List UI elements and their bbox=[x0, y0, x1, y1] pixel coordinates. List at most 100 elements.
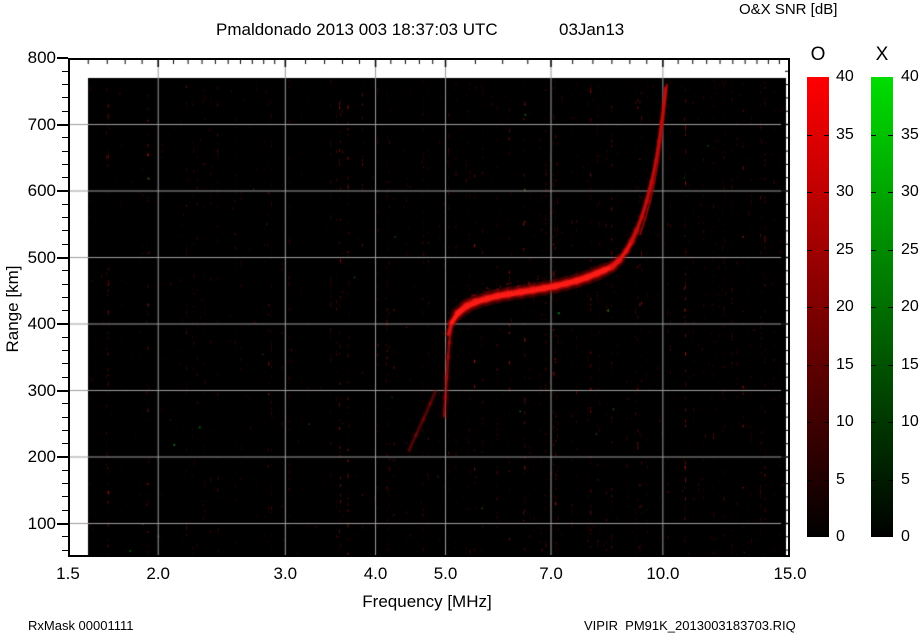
colorbar-tick-label: 10 bbox=[901, 413, 919, 430]
y-axis-minor-tick bbox=[62, 549, 68, 551]
y-axis-minor-tick bbox=[62, 536, 68, 538]
colorbar-tick bbox=[871, 364, 876, 366]
y-axis-tick-label: 500 bbox=[27, 247, 56, 267]
y-axis-minor-tick bbox=[62, 283, 68, 285]
x-colorbar bbox=[871, 77, 893, 537]
y-axis-minor-tick bbox=[62, 469, 68, 471]
y-axis-tick-label: 100 bbox=[27, 513, 56, 533]
y-axis-major-tick bbox=[57, 256, 68, 259]
x-axis-tick-label: 3.0 bbox=[273, 564, 298, 583]
y-axis-minor-tick bbox=[62, 429, 68, 431]
colorbar-tick-label: 15 bbox=[836, 355, 854, 373]
colorbar-tick bbox=[888, 192, 893, 193]
y-axis-minor-tick bbox=[62, 416, 68, 418]
y-axis-minor-tick bbox=[62, 70, 68, 72]
y-axis-tick-label: 700 bbox=[27, 114, 56, 134]
colorbar-tick-label: 35 bbox=[836, 125, 854, 143]
x-axis-tick-label: 4.0 bbox=[363, 564, 388, 583]
y-axis-minor-tick bbox=[62, 270, 68, 272]
colorbar-tick-label: 0 bbox=[901, 528, 910, 545]
y-axis-tick-label: 300 bbox=[27, 380, 56, 400]
x-axis-tick-label: 5.0 bbox=[433, 564, 458, 583]
y-axis-minor-tick bbox=[62, 110, 68, 112]
y-axis-minor-tick bbox=[62, 310, 68, 312]
colorbar-tick bbox=[807, 134, 812, 136]
colorbar-tick-label: 40 bbox=[836, 68, 854, 85]
x-axis-tick-label: 1.5 bbox=[56, 564, 80, 583]
x-axis-tick-label: 2.0 bbox=[146, 564, 171, 583]
y-axis-major-tick bbox=[57, 456, 68, 458]
colorbar-tick bbox=[871, 134, 876, 136]
colorbar-tick bbox=[888, 134, 893, 136]
y-axis-minor-tick bbox=[62, 150, 68, 152]
colorbar-tick-label: 40 bbox=[901, 68, 919, 85]
y-axis-title: Range [km] bbox=[3, 265, 22, 353]
colorbar-tick bbox=[824, 307, 829, 308]
y-axis-minor-tick bbox=[62, 350, 68, 352]
y-axis-tick-label: 400 bbox=[27, 314, 56, 333]
y-axis-minor-tick bbox=[62, 137, 68, 139]
y-axis-minor-tick bbox=[62, 336, 68, 338]
colorbar-tick bbox=[871, 249, 876, 251]
o-colorbar bbox=[807, 77, 829, 537]
colorbar-tick bbox=[824, 192, 829, 193]
y-axis-minor-tick bbox=[62, 203, 68, 205]
y-axis-major-tick bbox=[57, 190, 68, 192]
colorbar-tick-label: 35 bbox=[901, 125, 919, 143]
colorbar-tick bbox=[807, 249, 812, 251]
x-axis-tick-label: 7.0 bbox=[539, 564, 563, 583]
colorbar-title: O&X SNR [dB] bbox=[739, 1, 838, 18]
y-axis-minor-tick bbox=[62, 443, 68, 445]
colorbar-tick bbox=[888, 249, 893, 251]
y-axis-minor-tick bbox=[62, 97, 68, 99]
colorbar-tick bbox=[871, 307, 876, 308]
x-axis-tick-label: 15.0 bbox=[773, 564, 807, 583]
colorbar-tick bbox=[807, 479, 812, 481]
y-axis-tick-label: 600 bbox=[27, 181, 56, 200]
y-axis-minor-tick bbox=[62, 163, 68, 165]
colorbar-tick-label: 25 bbox=[836, 240, 854, 258]
x-axis-tick-label: 10.0 bbox=[646, 564, 680, 583]
page-title-date: 03Jan13 bbox=[559, 20, 625, 39]
y-axis-major-tick bbox=[57, 123, 68, 126]
y-axis-tick-label: 800 bbox=[27, 48, 56, 67]
colorbar-tick-label: 10 bbox=[836, 413, 854, 430]
colorbar-tick bbox=[871, 422, 876, 423]
colorbar-tick-label: 30 bbox=[836, 183, 854, 200]
colorbar-tick bbox=[807, 422, 812, 423]
colorbar-tick-label: 5 bbox=[836, 470, 845, 488]
y-axis-minor-tick bbox=[62, 483, 68, 485]
y-axis-minor-tick bbox=[62, 177, 68, 179]
colorbar-tick bbox=[824, 479, 829, 481]
rxmask-text: RxMask 00001111 bbox=[28, 618, 134, 633]
source-file-text: VIPIR PM91K_2013003183703.RIQ bbox=[584, 618, 796, 633]
y-axis-minor-tick bbox=[62, 296, 68, 298]
colorbar-tick-label: 20 bbox=[836, 298, 854, 315]
y-axis-major-tick bbox=[57, 389, 68, 392]
colorbar-tick bbox=[807, 307, 812, 308]
y-axis-minor-tick bbox=[62, 403, 68, 405]
colorbar-tick-label: 15 bbox=[901, 355, 919, 373]
ionogram-plot bbox=[68, 58, 790, 557]
colorbar-tick bbox=[824, 422, 829, 423]
page-title: Pmaldonado 2013 003 18:37:03 UTC bbox=[216, 20, 498, 39]
y-axis-minor-tick bbox=[62, 243, 68, 245]
y-axis-minor-tick bbox=[62, 376, 68, 378]
y-axis-minor-tick bbox=[62, 84, 68, 86]
colorbar-tick-label: 0 bbox=[836, 528, 845, 545]
y-axis-tick-label: 200 bbox=[27, 447, 56, 466]
o-colorbar-header: O bbox=[810, 44, 826, 65]
x-axis-title: Frequency [MHz] bbox=[362, 592, 492, 611]
colorbar-tick-label: 30 bbox=[901, 183, 919, 200]
y-axis-major-tick bbox=[57, 522, 68, 525]
colorbar-tick bbox=[888, 479, 893, 481]
y-axis-minor-tick bbox=[62, 363, 68, 365]
colorbar-tick bbox=[888, 364, 893, 366]
y-axis-major-tick bbox=[57, 57, 68, 59]
y-axis-minor-tick bbox=[62, 496, 68, 498]
colorbar-tick-label: 20 bbox=[901, 298, 919, 315]
colorbar-tick-label: 5 bbox=[901, 470, 910, 488]
colorbar-tick bbox=[871, 479, 876, 481]
colorbar-tick bbox=[824, 364, 829, 366]
